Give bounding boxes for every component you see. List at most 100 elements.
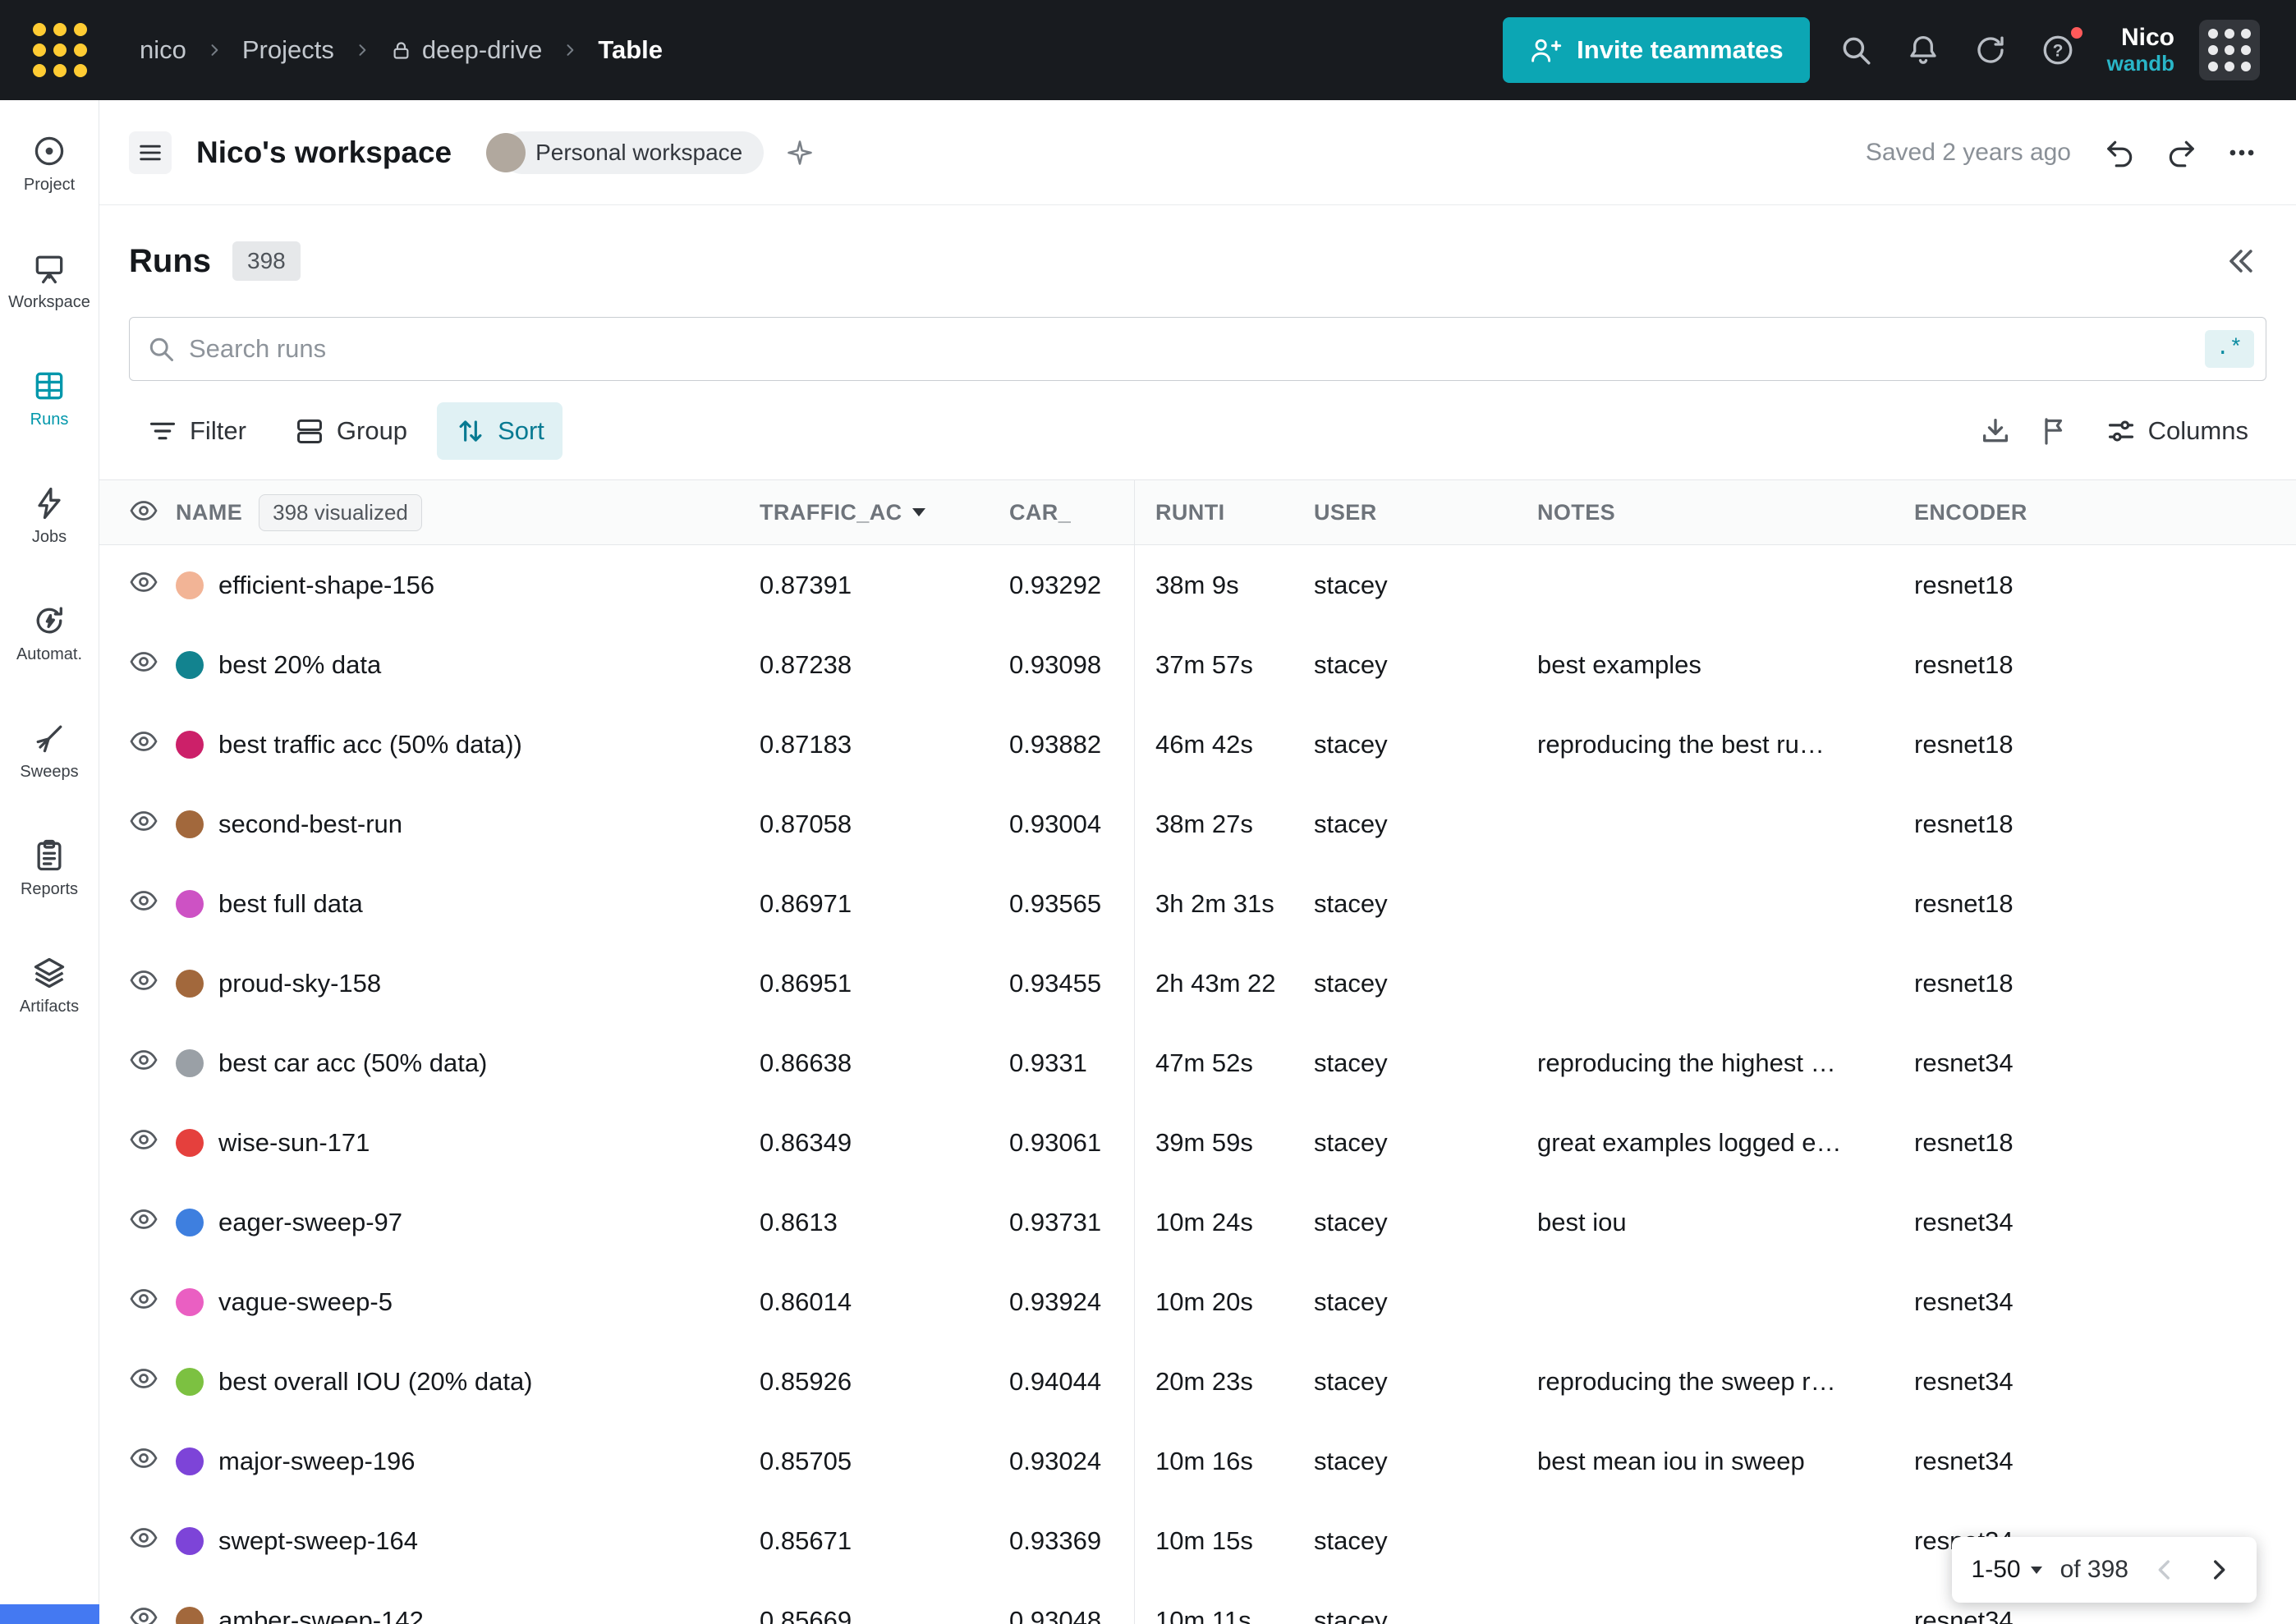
run-name[interactable]: best 20% data [218, 649, 382, 679]
column-header-car-acc[interactable]: CAR_ [1009, 499, 1072, 525]
runtime-value: 37m 57s [1155, 649, 1253, 679]
table-row[interactable]: proud-sky-158 0.86951 0.93455 2h 43m 22 … [99, 943, 2296, 1023]
visibility-toggle-icon[interactable] [129, 1443, 158, 1473]
workspace-badge-wrap[interactable]: Personal workspace [486, 131, 765, 174]
invite-teammates-button[interactable]: Invite teammates [1503, 17, 1810, 83]
column-header-traffic-acc[interactable]: TRAFFIC_AC [760, 500, 1009, 525]
notes-value[interactable]: reproducing the sweep r… [1537, 1366, 1836, 1396]
visibility-toggle-icon[interactable] [129, 647, 158, 677]
sidebar-item-runs[interactable]: Runs [30, 368, 68, 429]
run-name[interactable]: best full data [218, 888, 363, 918]
sidebar-item-artifacts[interactable]: Artifacts [20, 955, 79, 1016]
search-button[interactable] [1835, 29, 1877, 71]
visibility-toggle-icon[interactable] [129, 1125, 158, 1154]
visibility-toggle-icon[interactable] [129, 1364, 158, 1393]
run-name[interactable]: wise-sun-171 [218, 1127, 370, 1157]
table-row[interactable]: best 20% data 0.87238 0.93098 37m 57s st… [99, 625, 2296, 704]
visibility-toggle-icon[interactable] [129, 1045, 158, 1075]
run-name[interactable]: second-best-run [218, 809, 403, 838]
table-row[interactable]: major-sweep-196 0.85705 0.93024 10m 16s … [99, 1421, 2296, 1501]
run-name[interactable]: swept-sweep-164 [218, 1525, 418, 1555]
more-options-button[interactable] [2220, 131, 2263, 174]
run-name[interactable]: eager-sweep-97 [218, 1207, 403, 1236]
run-name[interactable]: best car acc (50% data) [218, 1048, 488, 1077]
notifications-button[interactable] [1902, 29, 1945, 71]
run-name[interactable]: best overall IOU (20% data) [218, 1366, 533, 1396]
collapse-panel-button[interactable] [2222, 243, 2258, 279]
notes-value[interactable]: best mean iou in sweep [1537, 1446, 1805, 1475]
sort-button[interactable]: Sort [437, 402, 563, 460]
run-name[interactable]: vague-sweep-5 [218, 1287, 393, 1316]
run-name[interactable]: major-sweep-196 [218, 1446, 416, 1475]
visualized-count-badge[interactable]: 398 visualized [259, 493, 422, 531]
export-button[interactable] [1969, 405, 2022, 457]
sidebar-item-sweeps[interactable]: Sweeps [20, 720, 79, 782]
visibility-toggle-icon[interactable] [129, 966, 158, 995]
columns-button[interactable]: Columns [2087, 402, 2266, 460]
column-header-user[interactable]: USER [1314, 499, 1377, 525]
run-name[interactable]: amber-sweep-142 [218, 1605, 424, 1624]
visibility-toggle-icon[interactable] [129, 806, 158, 836]
breadcrumb-project[interactable]: deep-drive [390, 35, 542, 65]
milestone-button[interactable] [2028, 405, 2081, 457]
next-page-button[interactable] [2201, 1552, 2237, 1588]
notes-value[interactable]: great examples logged e… [1537, 1127, 1842, 1157]
sidebar-item-project[interactable]: Project [24, 133, 75, 195]
visibility-toggle-icon[interactable] [129, 567, 158, 597]
notes-value[interactable]: best examples [1537, 649, 1701, 679]
help-button[interactable]: ? [2037, 24, 2086, 71]
visibility-toggle-icon[interactable] [129, 886, 158, 915]
table-row[interactable]: best traffic acc (50% data)) 0.87183 0.9… [99, 704, 2296, 784]
filter-button[interactable]: Filter [129, 402, 264, 460]
run-name[interactable]: proud-sky-158 [218, 968, 382, 998]
table-row[interactable]: efficient-shape-156 0.87391 0.93292 38m … [99, 545, 2296, 625]
column-header-notes[interactable]: NOTES [1537, 499, 1616, 525]
sidebar-item-jobs[interactable]: Jobs [31, 485, 67, 547]
table-row[interactable]: second-best-run 0.87058 0.93004 38m 27s … [99, 784, 2296, 864]
table-row[interactable]: best car acc (50% data) 0.86638 0.9331 4… [99, 1023, 2296, 1103]
table-row[interactable]: best overall IOU (20% data) 0.85926 0.94… [99, 1342, 2296, 1421]
table-row[interactable]: wise-sun-171 0.86349 0.93061 39m 59s sta… [99, 1103, 2296, 1182]
chevron-right-icon [359, 44, 366, 56]
search-runs-input[interactable] [189, 334, 2192, 364]
page-size-dropdown[interactable]: 1-50 [1972, 1556, 2042, 1584]
table-row[interactable]: eager-sweep-97 0.8613 0.93731 10m 24s st… [99, 1182, 2296, 1262]
redo-button[interactable] [2160, 131, 2202, 174]
notes-value[interactable]: reproducing the highest … [1537, 1048, 1836, 1077]
visibility-toggle-icon[interactable] [129, 1603, 158, 1624]
user-value: stacey [1314, 1605, 1388, 1624]
sparkle-button[interactable] [778, 131, 821, 174]
sidebar-item-automations[interactable]: Automat. [16, 603, 82, 664]
table-row[interactable]: vague-sweep-5 0.86014 0.93924 10m 20s st… [99, 1262, 2296, 1342]
run-name[interactable]: best traffic acc (50% data)) [218, 729, 522, 759]
breadcrumb-entity[interactable]: nico [140, 35, 186, 64]
regex-toggle[interactable]: .* [2204, 330, 2254, 368]
car-acc-value: 0.93048 [1009, 1605, 1102, 1624]
notes-value[interactable]: reproducing the best ru… [1537, 729, 1825, 759]
visibility-toggle-icon[interactable] [129, 1284, 158, 1314]
column-header-runtime[interactable]: RUNTI [1155, 499, 1225, 525]
table-row[interactable]: amber-sweep-142 0.85669 0.93048 10m 11s … [99, 1580, 2296, 1624]
table-row[interactable]: best full data 0.86971 0.93565 3h 2m 31s… [99, 864, 2296, 943]
column-header-name[interactable]: NAME [176, 499, 243, 525]
user-avatar[interactable] [2199, 20, 2260, 80]
undo-button[interactable] [2099, 131, 2142, 174]
group-button[interactable]: Group [276, 402, 425, 460]
run-name[interactable]: efficient-shape-156 [218, 570, 435, 599]
wandb-logo-icon[interactable] [33, 23, 87, 77]
breadcrumb-page[interactable]: Table [598, 35, 664, 64]
sidebar-item-workspace[interactable]: Workspace [8, 250, 90, 312]
sidebar-item-reports[interactable]: Reports [21, 837, 78, 899]
previous-page-button[interactable] [2147, 1552, 2183, 1588]
visibility-toggle-icon[interactable] [129, 1523, 158, 1553]
user-identity[interactable]: Nico wandb [2107, 24, 2174, 76]
breadcrumb-projects[interactable]: Projects [241, 35, 334, 64]
visibility-all-toggle-icon[interactable] [129, 496, 158, 525]
visibility-toggle-icon[interactable] [129, 1204, 158, 1234]
workspace-menu-button[interactable] [129, 131, 172, 174]
notes-value[interactable]: best iou [1537, 1207, 1627, 1236]
visibility-toggle-icon[interactable] [129, 727, 158, 756]
runs-count-badge: 398 [232, 241, 301, 281]
refresh-button[interactable] [1969, 29, 2012, 71]
column-header-encoder[interactable]: ENCODER [1914, 499, 2027, 525]
